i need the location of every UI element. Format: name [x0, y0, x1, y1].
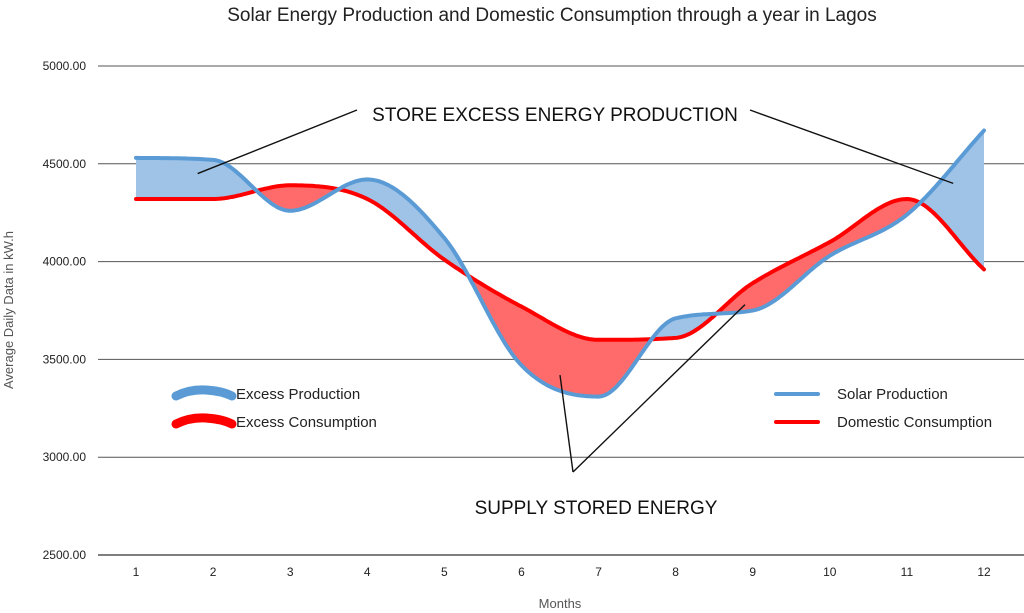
legend-area-swatch: [171, 413, 237, 429]
legend-area-swatch: [171, 385, 237, 401]
excess-consumption-area: [716, 199, 921, 314]
x-tick-label: 8: [672, 565, 679, 579]
annotation-leader-line: [197, 109, 358, 175]
annotations: STORE EXCESS ENERGY PRODUCTION SUPPLY STO…: [197, 105, 954, 519]
legend-label: Solar Production: [837, 386, 948, 403]
x-tick-label: 9: [749, 565, 756, 579]
annotation-leader-line: [559, 374, 574, 473]
excess-production-area: [136, 157, 258, 199]
legend-label: Excess Consumption: [236, 414, 377, 431]
y-axis-ticks: 2500.00 3000.00 3500.00 4000.00 4500.00 5000.…: [43, 59, 87, 562]
grid: [98, 65, 1024, 556]
x-tick-label: 5: [441, 565, 448, 579]
series-lines: [134, 128, 986, 399]
x-tick-label: 7: [595, 565, 602, 579]
excess-production-area: [650, 312, 718, 341]
domestic-consumption-line: [134, 183, 986, 342]
y-tick-label: 5000.00: [43, 59, 87, 73]
y-tick-label: 4500.00: [43, 157, 87, 171]
x-tick-label: 4: [364, 565, 371, 579]
x-axis-ticks: 1 2 3 4 5 6 7 8 9 10 11 12: [133, 565, 991, 579]
x-tick-label: 2: [210, 565, 217, 579]
annotation-leader-line: [749, 109, 954, 185]
x-tick-label: 12: [977, 565, 991, 579]
legend-label: Excess Production: [236, 386, 360, 403]
y-axis-label: Average Daily Data in kW.h: [1, 231, 16, 389]
y-tick-label: 3500.00: [43, 352, 87, 366]
chart-title: Solar Energy Production and Domestic Con…: [227, 5, 877, 26]
legend: Excess Production Excess Consumption Solar…: [171, 385, 992, 431]
annotation-text: STORE EXCESS ENERGY PRODUCTION: [372, 105, 738, 126]
x-tick-label: 10: [823, 565, 837, 579]
x-tick-label: 1: [133, 565, 140, 579]
x-tick-label: 3: [287, 565, 294, 579]
excess-consumption-area: [467, 274, 653, 397]
annotation-leader-line: [572, 304, 746, 473]
y-tick-label: 3000.00: [43, 450, 87, 464]
excess-consumption-area: [255, 185, 341, 211]
x-tick-label: 11: [901, 565, 914, 579]
legend-label: Domestic Consumption: [837, 414, 992, 431]
excess-production-area: [918, 130, 984, 270]
solar-production-line: [134, 128, 986, 399]
annotation-text: SUPPLY STORED ENERGY: [475, 498, 718, 519]
y-tick-label: 2500.00: [43, 548, 87, 562]
y-tick-label: 4000.00: [43, 255, 87, 269]
x-axis-label: Months: [539, 596, 582, 611]
x-tick-label: 6: [518, 565, 525, 579]
area-fills: [136, 130, 984, 397]
